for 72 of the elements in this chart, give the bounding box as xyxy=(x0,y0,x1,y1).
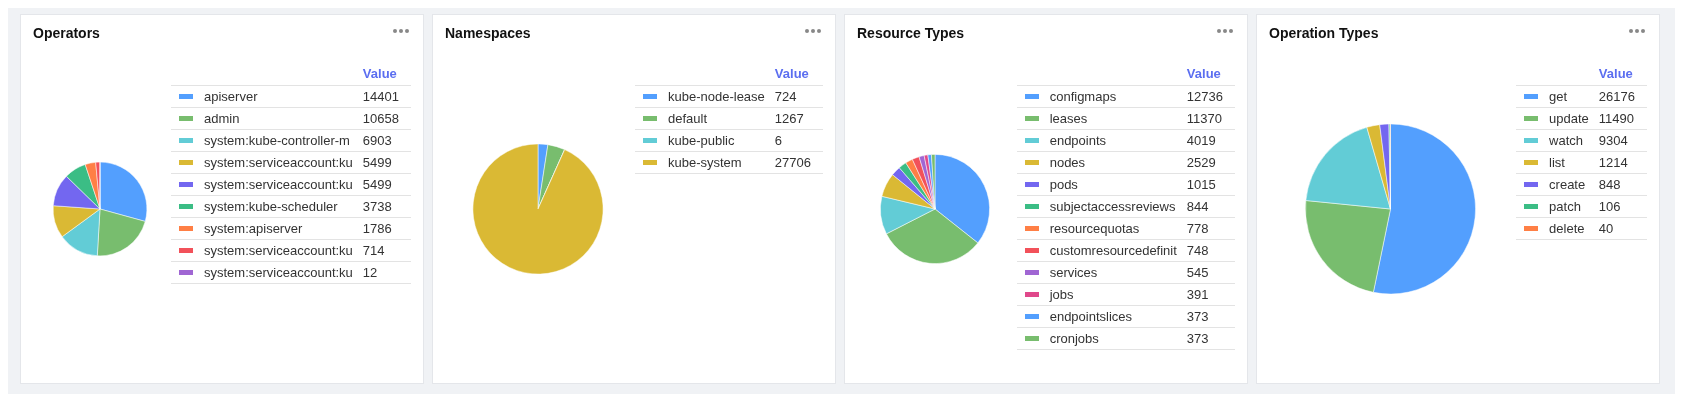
legend-label: system:serviceaccount:ku xyxy=(203,153,354,172)
chart-title: Operation Types xyxy=(1269,25,1380,43)
legend-label: system:kube-controller-m xyxy=(203,131,351,150)
data-label: 40 xyxy=(1597,219,1615,238)
legend-label: kube-node-lease xyxy=(667,87,766,106)
data-label: 373 xyxy=(1185,307,1210,326)
legend-title: Value xyxy=(1185,65,1222,84)
legend-label: nodes xyxy=(1048,153,1087,172)
data-label: 11490 xyxy=(1597,109,1636,128)
data-label: 12736 xyxy=(1185,87,1224,106)
legend-label: create xyxy=(1548,175,1587,194)
legend-label: admin xyxy=(203,109,241,128)
legend-label: apiserver xyxy=(203,87,259,106)
data-label: 11370 xyxy=(1185,109,1224,128)
legend-label: system:serviceaccount:ku xyxy=(203,263,354,282)
data-label: 1214 xyxy=(1597,153,1629,172)
legend-label: cronjobs xyxy=(1048,329,1100,348)
data-label: 714 xyxy=(361,241,386,260)
legend-label: watch xyxy=(1548,131,1585,150)
legend-label: pods xyxy=(1048,175,1079,194)
data-label: 4019 xyxy=(1185,131,1217,150)
legend-label: endpointslices xyxy=(1048,307,1134,326)
legend-label: delete xyxy=(1548,219,1586,238)
data-label: 748 xyxy=(1185,241,1210,260)
text: Resource Types xyxy=(857,25,966,43)
chart-title: Namespaces xyxy=(445,25,532,43)
legend-label: configmaps xyxy=(1048,87,1118,106)
data-label: 12 xyxy=(361,263,379,282)
legend-label: list xyxy=(1548,153,1566,172)
data-label: 6 xyxy=(773,131,784,150)
data-label: 3738 xyxy=(361,197,393,216)
data-label: 5499 xyxy=(361,175,393,194)
data-label: 391 xyxy=(1185,285,1210,304)
legend-label: default xyxy=(667,109,709,128)
legend-label: leases xyxy=(1048,109,1089,128)
legend-label: kube-public xyxy=(667,131,736,150)
data-label: 1015 xyxy=(1185,175,1217,194)
data-label: 5499 xyxy=(361,153,393,172)
data-label: 10658 xyxy=(361,109,400,128)
data-label: 9304 xyxy=(1597,131,1629,150)
data-label: 6903 xyxy=(361,131,393,150)
text: Operators xyxy=(33,25,101,43)
data-label: 545 xyxy=(1185,263,1210,282)
data-label: 2529 xyxy=(1185,153,1217,172)
data-label: 724 xyxy=(773,87,798,106)
legend-label: system:serviceaccount:ku xyxy=(203,241,354,260)
legend-label: jobs xyxy=(1048,285,1075,304)
data-label: 14401 xyxy=(361,87,400,106)
legend-label: system:apiserver xyxy=(203,219,304,238)
data-label: 1267 xyxy=(773,109,805,128)
data-label: 778 xyxy=(1185,219,1210,238)
legend-label: system:kube-scheduler xyxy=(203,197,339,216)
data-label: 844 xyxy=(1185,197,1210,216)
legend-label: resourcequotas xyxy=(1048,219,1141,238)
legend-label: customresourcedefinit xyxy=(1048,241,1178,260)
legend-label: get xyxy=(1548,87,1569,106)
data-label: 26176 xyxy=(1597,87,1636,106)
legend-label: subjectaccessreviews xyxy=(1048,197,1177,216)
data-label: 1786 xyxy=(361,219,393,238)
legend-title: Value xyxy=(773,65,810,84)
data-label: 373 xyxy=(1185,329,1210,348)
data-label: 848 xyxy=(1597,175,1622,194)
legend-label: endpoints xyxy=(1048,131,1108,150)
legend-label: patch xyxy=(1548,197,1582,216)
legend-label: kube-system xyxy=(667,153,743,172)
legend-label: system:serviceaccount:ku xyxy=(203,175,354,194)
data-label: 106 xyxy=(1597,197,1622,216)
legend-title: Value xyxy=(361,65,398,84)
legend-title: Value xyxy=(1597,65,1634,84)
data-label: 27706 xyxy=(773,153,812,172)
legend-label: services xyxy=(1048,263,1099,282)
legend-label: update xyxy=(1548,109,1590,128)
